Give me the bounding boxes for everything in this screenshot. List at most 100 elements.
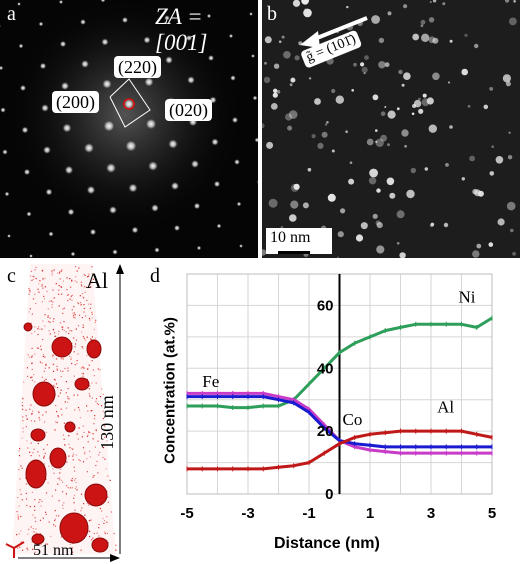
al-atom <box>45 411 47 413</box>
precipitate <box>396 210 405 219</box>
al-atom <box>89 395 91 397</box>
al-atom <box>42 278 44 281</box>
al-atom <box>42 353 44 356</box>
al-atom <box>20 541 22 543</box>
diffraction-spot <box>70 251 76 257</box>
precipitate <box>483 104 489 110</box>
al-atom <box>77 325 80 327</box>
al-atom <box>34 330 36 333</box>
al-atom <box>82 425 84 427</box>
al-atom <box>98 454 100 456</box>
al-atom <box>71 299 73 301</box>
diffraction-spot <box>154 247 160 253</box>
al-atom <box>38 411 40 413</box>
al-atom <box>45 478 47 480</box>
al-atom <box>102 517 104 520</box>
al-atom <box>52 363 54 365</box>
al-atom <box>82 366 84 368</box>
al-atom <box>78 409 81 411</box>
al-atom <box>74 343 77 345</box>
al-atom <box>78 459 80 461</box>
precipitate <box>303 8 312 18</box>
al-atom <box>71 309 73 311</box>
al-atom <box>33 374 35 376</box>
al-atom <box>28 288 30 290</box>
precipitate <box>428 36 436 44</box>
diffraction-spot <box>21 126 29 134</box>
precipitate <box>283 51 291 59</box>
al-atom <box>31 347 33 349</box>
precipitate <box>340 208 346 214</box>
al-atom <box>69 330 71 332</box>
spot-label-200: (200) <box>52 91 99 113</box>
diffraction-spot <box>4 191 10 197</box>
al-atom <box>46 290 48 292</box>
al-atom <box>74 364 76 366</box>
al-atom <box>50 300 52 302</box>
x-tick-label: 5 <box>488 505 496 522</box>
al-atom <box>92 274 94 276</box>
al-atom <box>62 491 64 493</box>
precipitate <box>349 161 353 164</box>
al-atom <box>62 358 64 360</box>
al-atom <box>51 274 53 276</box>
al-atom <box>99 396 102 398</box>
diffraction-spot <box>42 145 52 155</box>
al-atom <box>72 459 74 461</box>
al-atom <box>58 330 60 332</box>
precipitate <box>428 124 437 133</box>
al-atom <box>91 382 93 384</box>
al-atom <box>115 549 117 551</box>
al-atom <box>61 326 63 328</box>
al-atom <box>25 426 27 428</box>
al-atom <box>88 364 90 366</box>
al-atom <box>72 448 74 450</box>
al-atom <box>54 518 56 520</box>
al-atom <box>92 273 94 275</box>
al-atom <box>22 427 24 429</box>
al-atom <box>31 491 33 493</box>
al-atom <box>88 431 90 433</box>
diffraction-spot <box>64 165 74 175</box>
al-atom <box>58 305 60 307</box>
al-atom <box>84 514 86 516</box>
al-atom <box>86 336 88 338</box>
al-atom <box>33 448 35 450</box>
axis-triad-icon <box>5 541 25 558</box>
al-atom <box>60 286 62 288</box>
al-atom <box>42 277 44 279</box>
al-atom <box>54 429 56 431</box>
al-atom <box>73 394 75 396</box>
precipitate <box>360 62 365 67</box>
al-atom <box>81 331 83 333</box>
precipitate <box>512 251 516 256</box>
al-atom <box>84 315 87 317</box>
al-atom <box>53 384 55 386</box>
al-atom <box>45 543 47 545</box>
precipitate <box>380 111 386 116</box>
al-atom <box>26 498 28 500</box>
precipitate <box>421 33 430 42</box>
al-atom <box>55 383 58 385</box>
precipitate <box>302 202 309 209</box>
al-atom <box>96 532 98 534</box>
al-atom <box>48 300 50 302</box>
al-atom <box>37 451 39 453</box>
al-atom <box>88 393 90 395</box>
precipitate <box>280 226 284 229</box>
al-atom <box>55 421 57 423</box>
diffraction-spot <box>233 158 241 166</box>
al-atom <box>34 381 36 383</box>
al-atom <box>44 277 46 279</box>
precipitate <box>464 33 468 37</box>
al-atom <box>75 266 77 268</box>
al-atom <box>53 378 55 380</box>
precipitate <box>467 105 471 108</box>
al-atom <box>60 408 62 410</box>
al-atom <box>72 312 74 314</box>
al-atom <box>19 478 21 480</box>
al-atom <box>72 453 75 455</box>
al-atom <box>65 407 68 409</box>
al-atom <box>55 335 57 337</box>
precipitate <box>449 125 453 129</box>
